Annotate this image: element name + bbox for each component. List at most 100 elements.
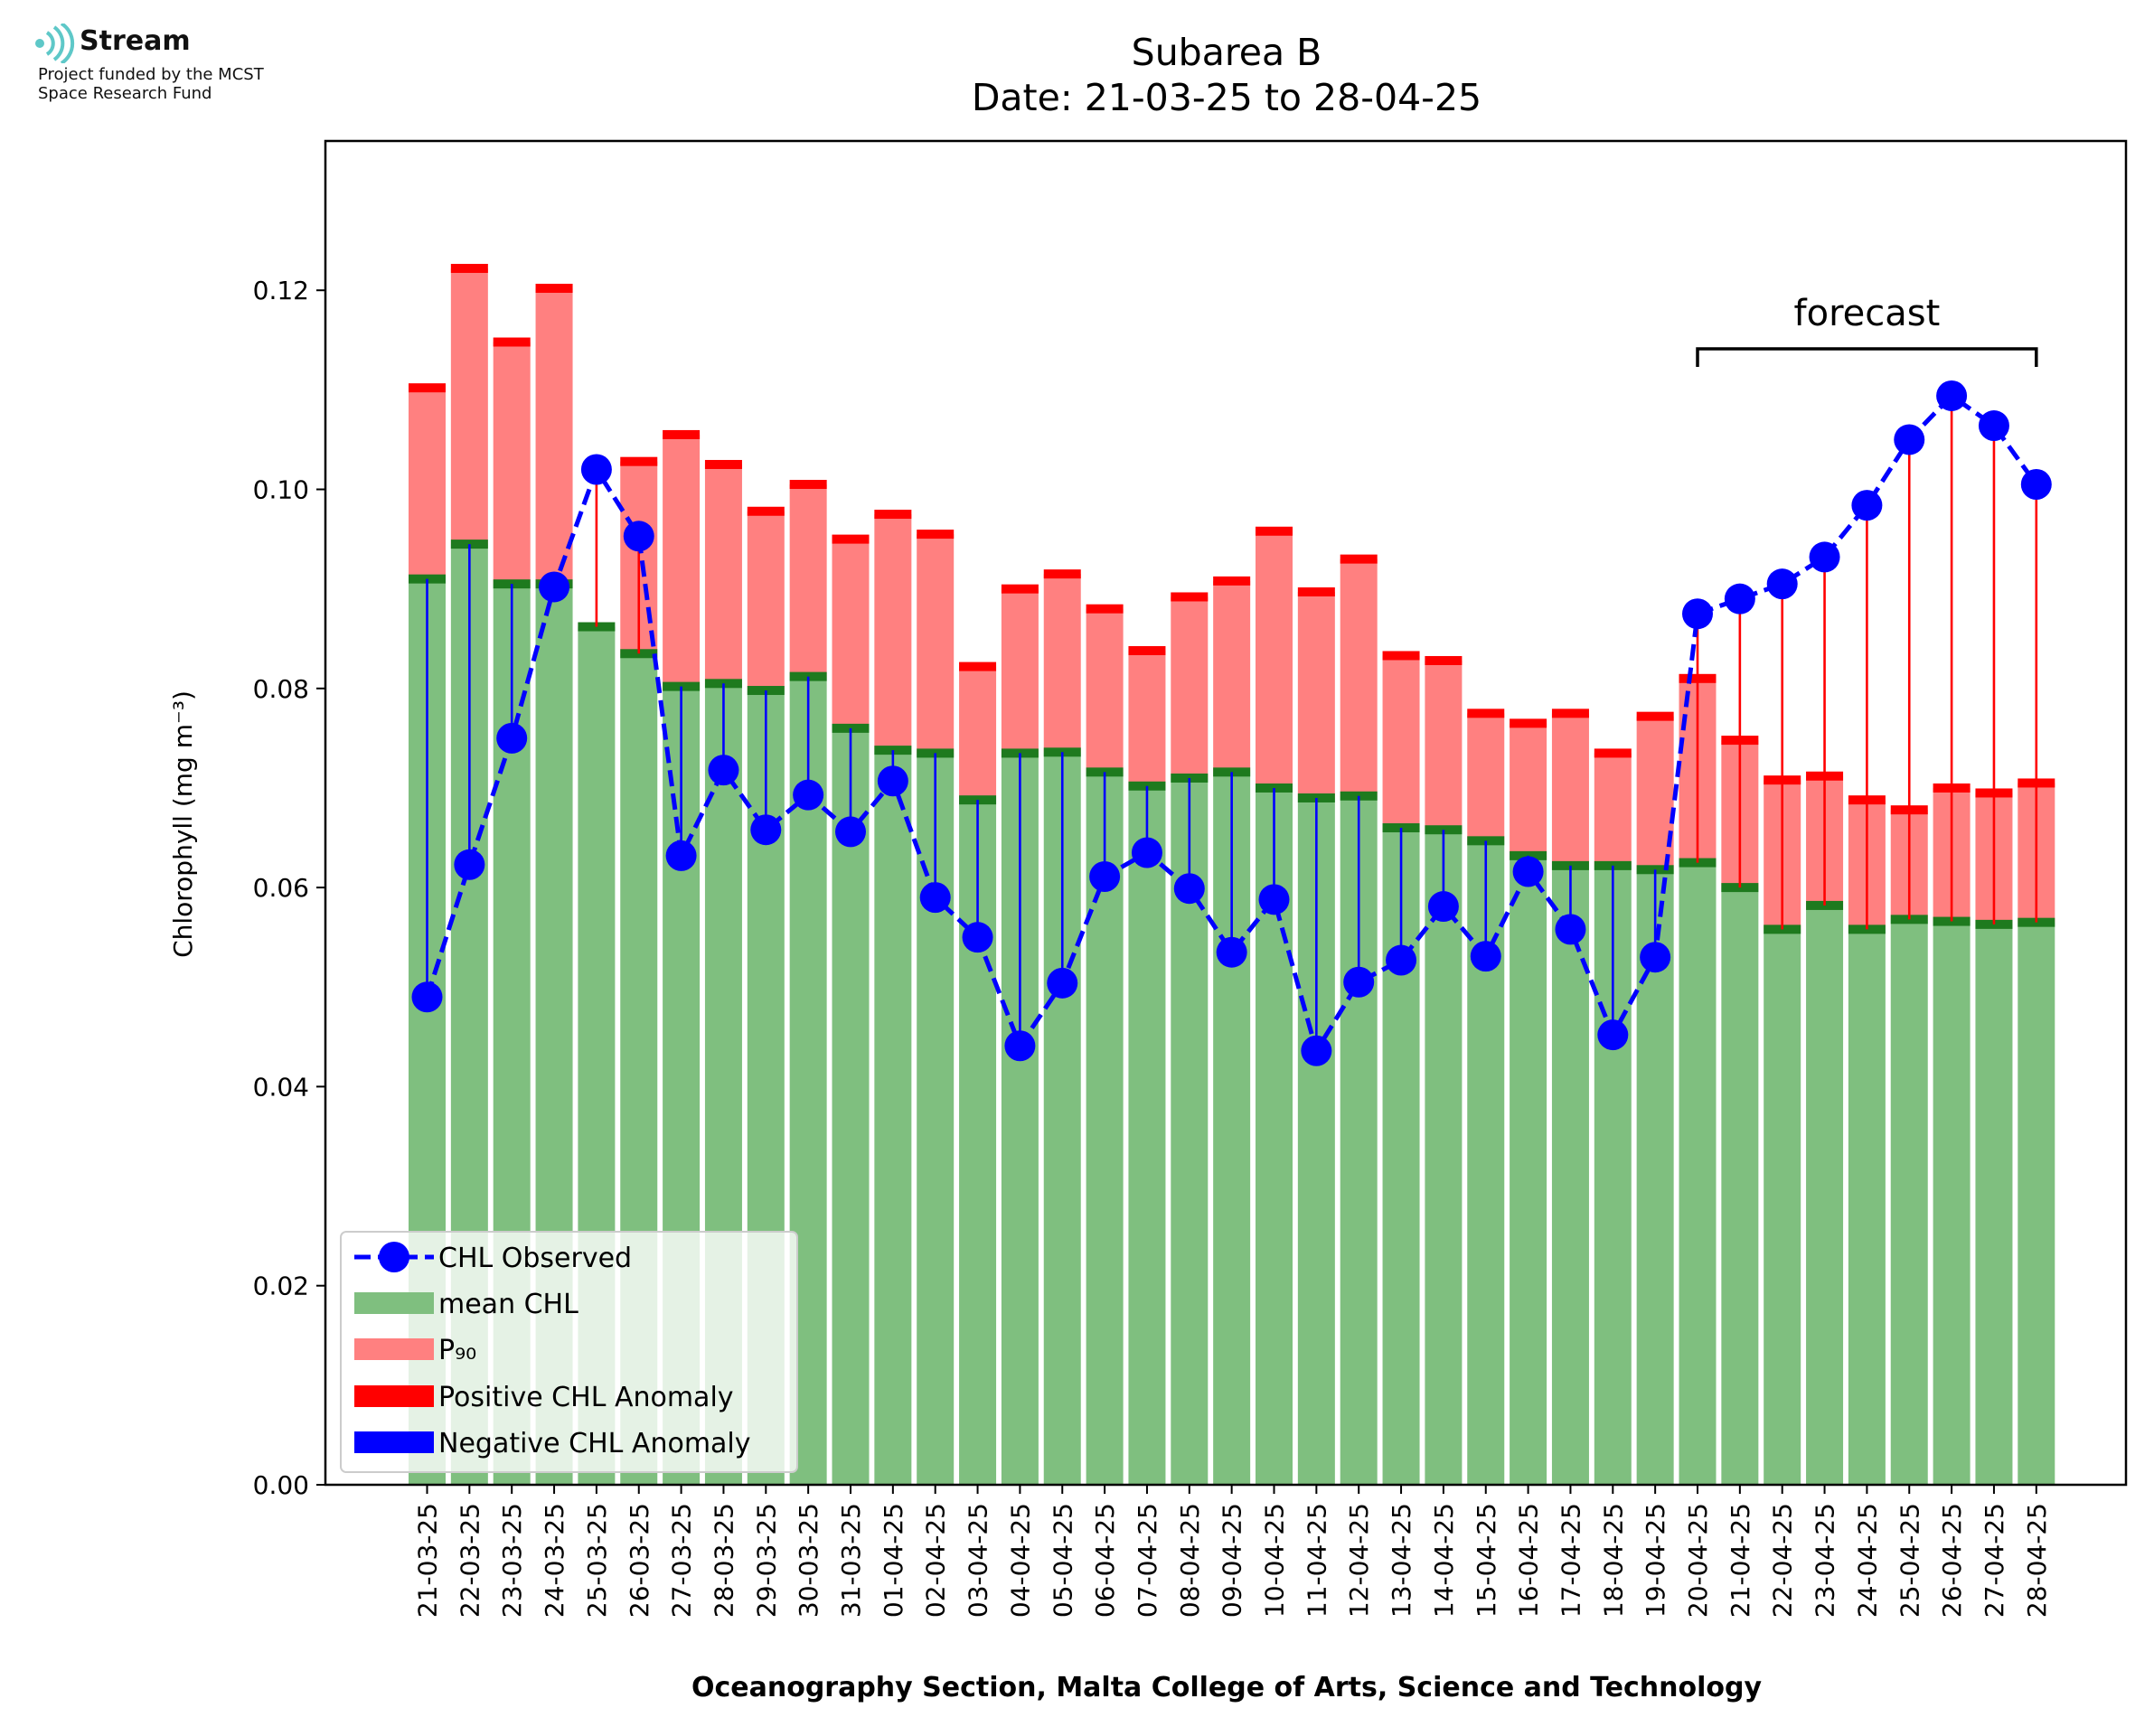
x-tick-label: 22-04-25 <box>1768 1503 1798 1618</box>
observed-point <box>1216 936 1247 968</box>
x-tick-label: 26-03-25 <box>625 1503 654 1618</box>
observed-point <box>1004 1030 1036 1062</box>
p90-bar <box>1510 723 1547 856</box>
x-tick-label: 07-04-25 <box>1133 1503 1162 1618</box>
observed-point <box>454 849 485 880</box>
legend-swatch-observed-marker <box>379 1242 409 1272</box>
observed-point <box>1386 944 1417 976</box>
observed-point <box>1978 410 2009 442</box>
observed-point <box>793 779 824 811</box>
mean-bar <box>1933 921 1971 1485</box>
p90-bar <box>663 434 701 687</box>
forecast-bracket <box>1696 347 2038 367</box>
observed-point <box>962 922 993 953</box>
x-tick-label: 28-03-25 <box>709 1503 738 1618</box>
p90-cap <box>1128 645 1166 655</box>
p90-cap <box>959 662 997 671</box>
p90-cap <box>1001 584 1039 594</box>
legend-swatch <box>354 1385 434 1407</box>
legend-label: Negative CHL Anomaly <box>438 1428 751 1459</box>
p90-cap <box>1171 592 1209 602</box>
observed-point <box>1512 856 1544 887</box>
y-tick-label: 0.08 <box>253 674 309 704</box>
observed-point <box>1427 891 1459 923</box>
forecast-label: forecast <box>1794 293 1941 334</box>
observed-point <box>2020 469 2052 501</box>
p90-cap <box>704 459 742 469</box>
p90-bar <box>1043 574 1081 753</box>
plot-frame <box>324 139 2128 1487</box>
observed-point <box>1936 380 1968 411</box>
x-tick-label: 12-04-25 <box>1344 1503 1374 1618</box>
x-tick-label: 16-04-25 <box>1514 1503 1544 1618</box>
observed-line-layer <box>411 380 2052 1066</box>
observed-point <box>750 814 782 846</box>
mean-bar <box>1721 887 1759 1485</box>
p90-cap <box>450 263 488 273</box>
p90-bar <box>959 666 997 801</box>
x-tick-label: 21-03-25 <box>413 1503 443 1618</box>
p90-cap <box>1510 718 1547 728</box>
observed-point <box>1555 914 1586 945</box>
logo-name: Stream <box>80 25 191 57</box>
observed-point <box>1809 541 1840 573</box>
forecast-bracket-line <box>1696 347 2038 367</box>
observed-point <box>1089 860 1121 892</box>
mean-bar <box>1764 929 1801 1485</box>
p90-bar <box>1340 558 1378 796</box>
p90-bar <box>1086 608 1124 773</box>
stream-waves-icon <box>35 23 75 63</box>
y-tick-label: 0.04 <box>253 1072 309 1102</box>
p90-cap <box>493 337 531 347</box>
p90-bar <box>747 511 785 691</box>
observed-point <box>1894 424 1925 455</box>
x-tick-label: 18-04-25 <box>1598 1503 1628 1618</box>
y-axis-label: Chlorophyll (mg m⁻³) <box>168 690 198 958</box>
p90-cap <box>917 530 955 540</box>
mean-bar <box>1510 855 1547 1485</box>
legend-label: mean CHL <box>438 1289 578 1320</box>
p90-bar <box>917 534 955 754</box>
p90-bar <box>832 539 870 728</box>
legend-label: P₉₀ <box>438 1335 476 1366</box>
observed-point <box>1851 490 1883 521</box>
p90-bar <box>450 267 488 545</box>
observed-point <box>1640 942 1671 973</box>
legend-swatch <box>354 1292 434 1314</box>
p90-cap <box>535 284 573 294</box>
x-tick-label: 02-04-25 <box>921 1503 951 1618</box>
x-tick-label: 03-04-25 <box>964 1503 993 1618</box>
p90-bar <box>874 514 912 751</box>
y-tick-label: 0.00 <box>253 1470 309 1500</box>
x-tick-label: 24-03-25 <box>540 1503 569 1618</box>
axes-layer: 0.00 0.02 0.04 0.06 0.08 0.10 0.12 21-03-25 22-0… <box>253 139 2128 1618</box>
logo-caption-line-2: Space Research Fund <box>38 84 212 103</box>
legend-swatch <box>354 1338 434 1360</box>
x-tick-label: 23-03-25 <box>497 1503 527 1618</box>
observed-point <box>665 840 697 871</box>
mean-cap <box>1975 919 2013 929</box>
x-tick-label: 28-04-25 <box>2022 1503 2052 1618</box>
legend-label: Positive CHL Anomaly <box>438 1382 734 1413</box>
logo-caption-line-1: Project funded by the MCST <box>38 65 264 84</box>
p90-cap <box>1043 569 1081 579</box>
chart-title: Subarea B <box>1132 31 1322 74</box>
observed-point <box>539 571 570 603</box>
mean-bar <box>874 750 912 1485</box>
p90-cap <box>1594 748 1632 758</box>
x-tick-label: 19-04-25 <box>1641 1503 1670 1618</box>
x-tick-label: 15-04-25 <box>1472 1503 1501 1618</box>
observed-point <box>1258 884 1290 915</box>
mean-bar <box>1128 785 1166 1485</box>
observed-point <box>919 882 951 914</box>
observed-point <box>877 765 908 797</box>
x-tick-label: 06-04-25 <box>1090 1503 1120 1618</box>
observed-point <box>1301 1035 1332 1066</box>
x-tick-label: 11-04-25 <box>1302 1503 1331 1618</box>
p90-bar <box>1171 596 1209 778</box>
mean-bar <box>1890 919 1928 1485</box>
p90-bar <box>493 342 531 585</box>
x-tick-label: 25-04-25 <box>1895 1503 1924 1618</box>
mean-bar <box>1551 865 1589 1485</box>
